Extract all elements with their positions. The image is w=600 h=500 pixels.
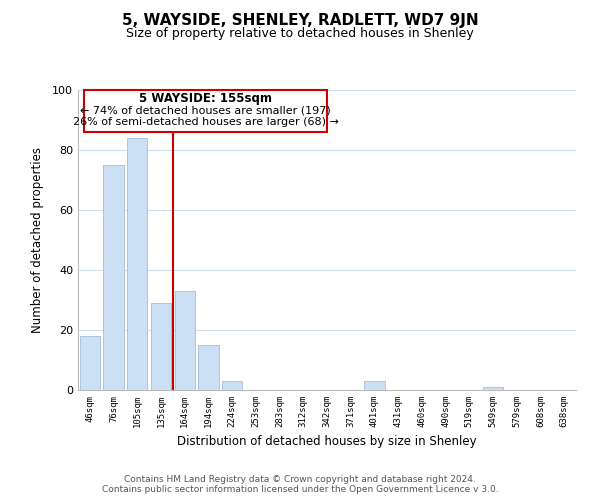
Y-axis label: Number of detached properties: Number of detached properties — [31, 147, 44, 333]
Bar — [103, 165, 124, 390]
Bar — [175, 291, 195, 390]
Bar — [222, 381, 242, 390]
Text: 5, WAYSIDE, SHENLEY, RADLETT, WD7 9JN: 5, WAYSIDE, SHENLEY, RADLETT, WD7 9JN — [122, 12, 478, 28]
Bar — [80, 336, 100, 390]
Text: Size of property relative to detached houses in Shenley: Size of property relative to detached ho… — [126, 28, 474, 40]
Bar — [127, 138, 148, 390]
Bar — [151, 303, 171, 390]
Text: ← 74% of detached houses are smaller (197): ← 74% of detached houses are smaller (19… — [80, 105, 331, 115]
Bar — [364, 381, 385, 390]
X-axis label: Distribution of detached houses by size in Shenley: Distribution of detached houses by size … — [177, 436, 477, 448]
Bar — [483, 387, 503, 390]
Text: Contains public sector information licensed under the Open Government Licence v : Contains public sector information licen… — [101, 484, 499, 494]
Bar — [199, 345, 218, 390]
Text: 26% of semi-detached houses are larger (68) →: 26% of semi-detached houses are larger (… — [73, 117, 338, 127]
Text: 5 WAYSIDE: 155sqm: 5 WAYSIDE: 155sqm — [139, 92, 272, 105]
Text: Contains HM Land Registry data © Crown copyright and database right 2024.: Contains HM Land Registry data © Crown c… — [124, 476, 476, 484]
